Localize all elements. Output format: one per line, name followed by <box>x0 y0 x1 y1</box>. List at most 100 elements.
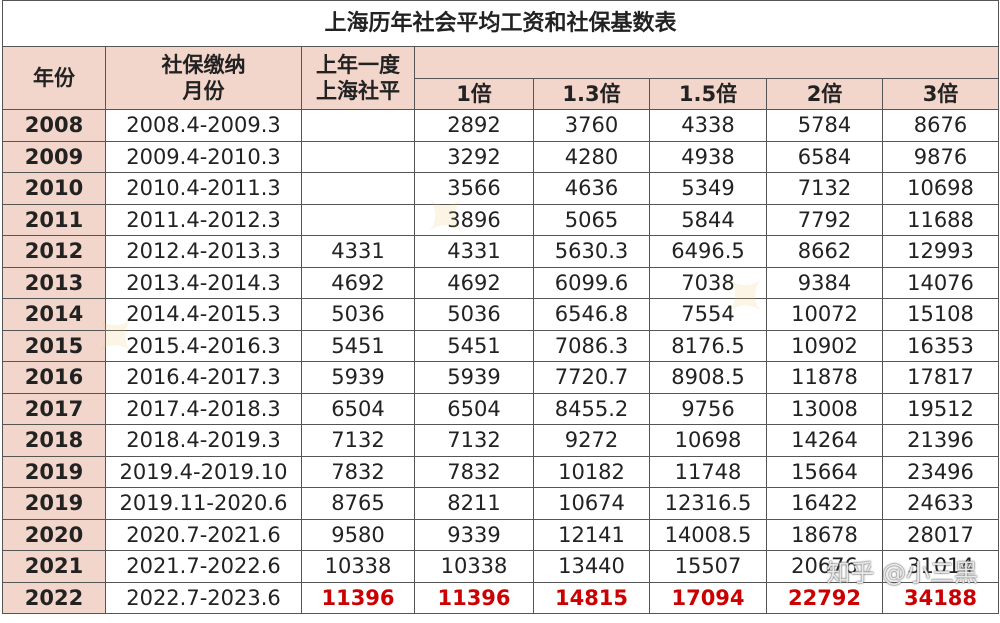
row-year: 2008 <box>2 109 106 142</box>
row-period: 2019.4-2019.10 <box>105 455 302 488</box>
row-base-2x: 9384 <box>766 266 883 299</box>
row-year: 2009 <box>2 140 106 173</box>
row-base-1-5x: 4938 <box>649 140 767 173</box>
header-multiplier: 1.3倍 <box>533 77 650 110</box>
row-base-1-5x: 15507 <box>649 550 767 583</box>
row-year: 2015 <box>2 329 106 362</box>
header-multiplier: 1倍 <box>414 77 534 110</box>
row-year: 2017 <box>2 392 106 425</box>
row-avg: 7832 <box>301 455 415 488</box>
row-base-2x: 18678 <box>766 518 883 551</box>
row-base-2x: 10072 <box>766 298 883 331</box>
row-base-1-3x: 6099.6 <box>533 266 650 299</box>
row-base-2x: 22792 <box>766 581 883 614</box>
row-base-1-5x: 14008.5 <box>649 518 767 551</box>
row-year: 2021 <box>2 550 106 583</box>
row-period: 2013.4-2014.3 <box>105 266 302 299</box>
row-avg: 5939 <box>301 361 415 394</box>
row-base-3x: 31014 <box>881 550 1000 583</box>
row-base-1-3x: 5630.3 <box>533 235 650 268</box>
row-base-1-3x: 10182 <box>533 455 650 488</box>
header-month: 社保缴纳 月份 <box>105 46 302 110</box>
row-base-2x: 10902 <box>766 329 883 362</box>
row-period: 2015.4-2016.3 <box>105 329 302 362</box>
row-base-1-3x: 13440 <box>533 550 650 583</box>
row-base-3x: 15108 <box>881 298 1000 331</box>
row-base-3x: 8676 <box>881 109 1000 142</box>
row-base-3x: 21396 <box>881 424 1000 457</box>
row-base-1-5x: 5844 <box>649 203 767 236</box>
row-year: 2018 <box>2 424 106 457</box>
row-period: 2016.4-2017.3 <box>105 361 302 394</box>
header-avg-salary: 上年一度 上海社平 <box>301 46 415 110</box>
row-period: 2012.4-2013.3 <box>105 235 302 268</box>
header-multiplier: 3倍 <box>881 77 1000 110</box>
row-year: 2010 <box>2 172 106 205</box>
row-base-1x: 8211 <box>414 487 534 520</box>
row-base-2x: 11878 <box>766 361 883 394</box>
table-row: 2008 2008.4-2009.3 2892 3760 4338 5784 8676 <box>2 109 1000 142</box>
row-base-1x: 5939 <box>414 361 534 394</box>
row-base-1x: 3566 <box>414 172 534 205</box>
row-base-3x: 24633 <box>881 487 1000 520</box>
row-base-1-3x: 4636 <box>533 172 650 205</box>
row-base-2x: 6584 <box>766 140 883 173</box>
row-base-2x: 15664 <box>766 455 883 488</box>
header-avg-line2: 上海社平 <box>316 79 400 103</box>
row-avg: 8765 <box>301 487 415 520</box>
row-avg: 5451 <box>301 329 415 362</box>
row-base-2x: 7792 <box>766 203 883 236</box>
header-multiplier-group <box>413 46 1000 79</box>
table-title: 上海历年社会平均工资和社保基数表 <box>1 0 1000 47</box>
row-base-3x: 34188 <box>881 581 1000 614</box>
row-base-2x: 8662 <box>766 235 883 268</box>
row-base-3x: 9876 <box>881 140 1000 173</box>
row-base-1x: 7132 <box>414 424 534 457</box>
row-base-1-5x: 10698 <box>649 424 767 457</box>
header-multiplier: 2倍 <box>766 77 883 110</box>
row-base-1x: 3896 <box>414 203 534 236</box>
row-base-1-3x: 4280 <box>533 140 650 173</box>
row-year: 2011 <box>2 203 106 236</box>
row-avg <box>301 172 415 205</box>
row-year: 2012 <box>2 235 106 268</box>
row-avg <box>301 109 415 142</box>
row-avg: 10338 <box>301 550 415 583</box>
header-multiplier: 1.5倍 <box>649 77 767 110</box>
row-avg: 11396 <box>301 581 415 614</box>
row-base-1-3x: 7720.7 <box>533 361 650 394</box>
row-period: 2020.7-2021.6 <box>105 518 302 551</box>
table-row: 2010 2010.4-2011.3 3566 4636 5349 7132 10698 <box>2 172 1000 205</box>
row-base-1-5x: 17094 <box>649 581 767 614</box>
table-row: 2012 2012.4-2013.3 4331 4331 5630.3 6496.5 866… <box>2 235 1000 268</box>
row-base-2x: 20676 <box>766 550 883 583</box>
table-row: 2017 2017.4-2018.3 6504 6504 8455.2 9756 13008… <box>2 392 1000 425</box>
table-row: 2014 2014.4-2015.3 5036 5036 6546.8 7554 10072… <box>2 298 1000 331</box>
row-base-1-3x: 3760 <box>533 109 650 142</box>
row-base-1-5x: 8176.5 <box>649 329 767 362</box>
row-base-3x: 28017 <box>881 518 1000 551</box>
row-base-2x: 5784 <box>766 109 883 142</box>
row-base-1-3x: 5065 <box>533 203 650 236</box>
table-row: 2009 2009.4-2010.3 3292 4280 4938 6584 9876 <box>2 140 1000 173</box>
row-base-1-5x: 7554 <box>649 298 767 331</box>
row-base-1x: 4331 <box>414 235 534 268</box>
table-row: 2013 2013.4-2014.3 4692 4692 6099.6 7038 9384 1… <box>2 266 1000 299</box>
header-month-line1: 社保缴纳 <box>161 53 246 77</box>
row-base-1-5x: 4338 <box>649 109 767 142</box>
row-base-3x: 10698 <box>881 172 1000 205</box>
table-row: 2019 2019.11-2020.6 8765 8211 10674 12316.5 16… <box>2 487 1000 520</box>
row-avg: 6504 <box>301 392 415 425</box>
table-body: 2008 2008.4-2009.3 2892 3760 4338 5784 8676 200… <box>2 109 1000 614</box>
row-base-1x: 5451 <box>414 329 534 362</box>
row-avg <box>301 140 415 173</box>
row-base-1-5x: 6496.5 <box>649 235 767 268</box>
row-base-3x: 17817 <box>881 361 1000 394</box>
row-base-1-3x: 12141 <box>533 518 650 551</box>
row-base-2x: 13008 <box>766 392 883 425</box>
row-avg <box>301 203 415 236</box>
table-row: 2022 2022.7-2023.6 11396 11396 14815 17094 227… <box>2 581 1000 614</box>
row-period: 2011.4-2012.3 <box>105 203 302 236</box>
